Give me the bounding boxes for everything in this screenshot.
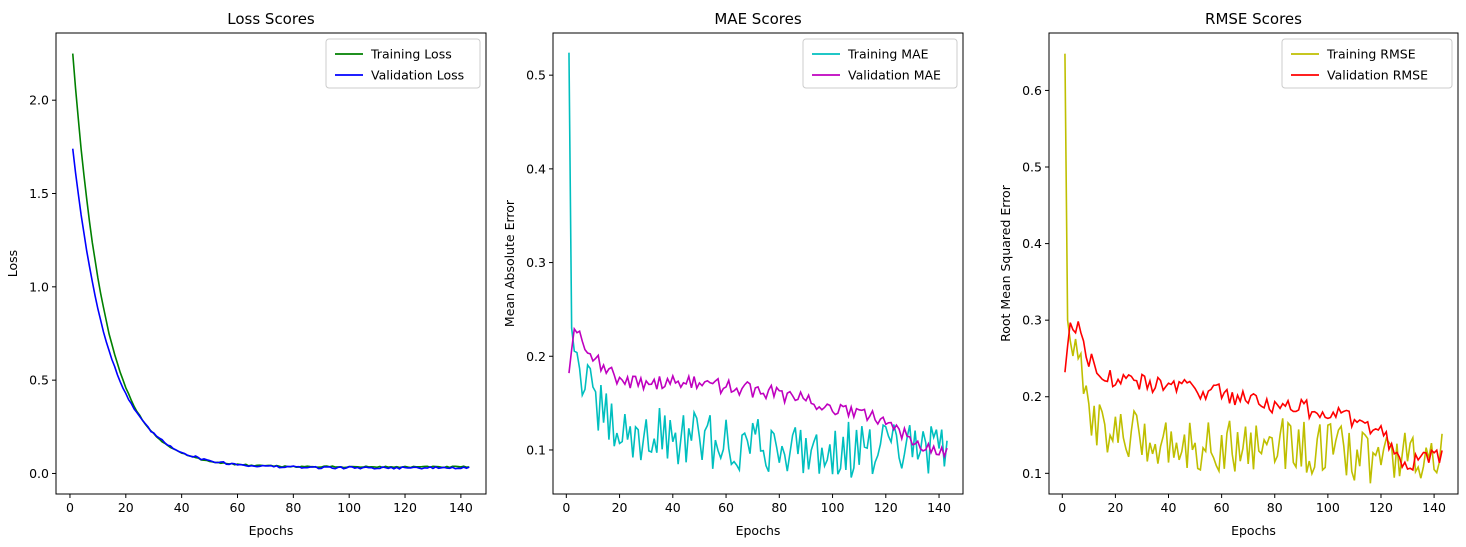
series-line-1 bbox=[568, 52, 948, 478]
y-tick-label: 1.5 bbox=[29, 186, 49, 201]
legend: Training MAE Validation MAE bbox=[802, 38, 958, 89]
x-tick-label: 140 bbox=[927, 500, 951, 515]
y-tick-label: 0.4 bbox=[526, 161, 546, 176]
chart-title: RMSE Scores bbox=[1205, 10, 1302, 28]
legend-entry: Training Loss bbox=[370, 47, 452, 62]
y-tick-label: 2.0 bbox=[29, 93, 49, 108]
legend-entry: Validation RMSE bbox=[1327, 68, 1428, 83]
x-axis-label: Epochs bbox=[736, 523, 781, 538]
series-line-1 bbox=[1064, 53, 1443, 484]
y-tick-label: 0.4 bbox=[1022, 236, 1042, 251]
plot-frame bbox=[1048, 32, 1459, 495]
x-tick-label: 100 bbox=[1316, 500, 1340, 515]
x-tick-label: 20 bbox=[612, 500, 628, 515]
x-tick-label: 20 bbox=[118, 500, 134, 515]
y-tick-label: 0.1 bbox=[1022, 466, 1042, 481]
y-tick-label: 0.5 bbox=[526, 68, 546, 83]
x-tick-label: 80 bbox=[1267, 500, 1283, 515]
x-tick-label: 60 bbox=[1214, 500, 1230, 515]
chart-title: MAE Scores bbox=[714, 10, 801, 28]
y-tick-label: 0.2 bbox=[526, 349, 546, 364]
x-axis-label: Epochs bbox=[249, 523, 294, 538]
x-tick-label: 0 bbox=[562, 500, 570, 515]
y-tick-label: 0.2 bbox=[1022, 389, 1042, 404]
series-line-2 bbox=[71, 148, 470, 470]
plot-frame bbox=[55, 32, 487, 495]
legend-box bbox=[802, 38, 958, 89]
x-tick-label: 40 bbox=[1161, 500, 1177, 515]
y-axis-label: Mean Absolute Error bbox=[502, 199, 517, 327]
y-tick-label: 0.5 bbox=[1022, 160, 1042, 175]
x-tick-label: 120 bbox=[1369, 500, 1393, 515]
x-tick-label: 60 bbox=[230, 500, 246, 515]
chart-panel-3: 0 20 40 60 80 100 120 140 0.1 0.2 0.3 0.4 0.5 0.6 RMSE… bbox=[998, 10, 1459, 538]
x-tick-label: 140 bbox=[449, 500, 473, 515]
x-tick-label: 20 bbox=[1107, 500, 1123, 515]
x-tick-label: 100 bbox=[821, 500, 845, 515]
x-tick-label: 0 bbox=[1058, 500, 1066, 515]
legend-entry: Training RMSE bbox=[1326, 47, 1416, 62]
x-tick-label: 0 bbox=[66, 500, 74, 515]
y-axis-label: Root Mean Squared Error bbox=[998, 184, 1013, 342]
x-tick-label: 40 bbox=[174, 500, 190, 515]
x-tick-label: 100 bbox=[337, 500, 361, 515]
y-axis-label: Loss bbox=[5, 250, 20, 277]
x-tick-label: 140 bbox=[1422, 500, 1446, 515]
legend: Training Loss Validation Loss bbox=[325, 38, 481, 89]
y-tick-label: 0.3 bbox=[1022, 313, 1042, 328]
legend-entry: Training MAE bbox=[847, 47, 929, 62]
y-tick-label: 0.3 bbox=[526, 255, 546, 270]
y-tick-label: 1.0 bbox=[29, 279, 49, 294]
y-tick-label: 0.0 bbox=[29, 466, 49, 481]
y-tick-label: 0.5 bbox=[29, 373, 49, 388]
chart-panel-1: 0 20 40 60 80 100 120 140 0.0 0.5 1.0 1.5 2.0 Loss Sc… bbox=[5, 10, 487, 538]
series-line-2 bbox=[1064, 321, 1443, 472]
x-tick-label: 80 bbox=[771, 500, 787, 515]
y-tick-label: 0.1 bbox=[526, 442, 546, 457]
x-axis-label: Epochs bbox=[1231, 523, 1276, 538]
x-tick-label: 40 bbox=[665, 500, 681, 515]
x-tick-label: 80 bbox=[285, 500, 301, 515]
legend-box bbox=[1281, 38, 1453, 89]
legend-box bbox=[325, 38, 481, 89]
legend-entry: Validation MAE bbox=[848, 68, 941, 83]
series-line-2 bbox=[568, 326, 948, 460]
x-tick-label: 120 bbox=[874, 500, 898, 515]
legend-entry: Validation Loss bbox=[371, 68, 464, 83]
x-tick-label: 60 bbox=[718, 500, 734, 515]
y-tick-label: 0.6 bbox=[1022, 83, 1042, 98]
chart-panel-2: 0 20 40 60 80 100 120 140 0.1 0.2 0.3 0.4 0.5 MAE Sco… bbox=[502, 10, 964, 538]
plot-frame bbox=[552, 32, 964, 495]
chart-title: Loss Scores bbox=[227, 10, 315, 28]
legend: Training RMSE Validation RMSE bbox=[1281, 38, 1453, 89]
x-tick-label: 120 bbox=[393, 500, 417, 515]
